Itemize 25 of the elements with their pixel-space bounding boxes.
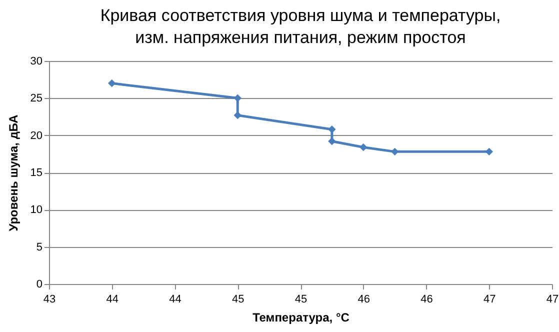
chart-title: Кривая соответствия уровня шума и температуры, изм. напряжения питания, режим простоя xyxy=(100,6,501,47)
x-tick-label: 43 xyxy=(43,294,56,306)
x-tick-label: 45 xyxy=(232,294,244,306)
y-tick-label: 10 xyxy=(30,204,42,216)
point xyxy=(328,126,336,134)
x-tick-label: 46 xyxy=(420,294,433,306)
point xyxy=(390,148,399,156)
y-tick-label: 30 xyxy=(30,56,42,68)
x-axis-title: Температура, °C xyxy=(252,310,350,324)
y-tick-label: 5 xyxy=(36,241,42,254)
y-tick-label: 0 xyxy=(36,278,42,290)
x-tick-label: 44 xyxy=(169,294,182,306)
point xyxy=(485,148,493,156)
point xyxy=(360,143,368,152)
y-tick-label: 20 xyxy=(30,130,42,142)
y-tick-label: 15 xyxy=(30,167,42,179)
x-tick-label: 47 xyxy=(484,294,496,306)
point xyxy=(234,111,242,120)
x-tick-label: 44 xyxy=(106,294,118,306)
x-tick-label: 47 xyxy=(546,294,559,306)
x-tick-label: 45 xyxy=(294,294,308,306)
x-tick-label: 46 xyxy=(358,294,370,306)
y-tick-label: 25 xyxy=(30,92,42,105)
point xyxy=(108,79,116,88)
y-axis-title: Уровень шума, дБА xyxy=(6,114,20,232)
